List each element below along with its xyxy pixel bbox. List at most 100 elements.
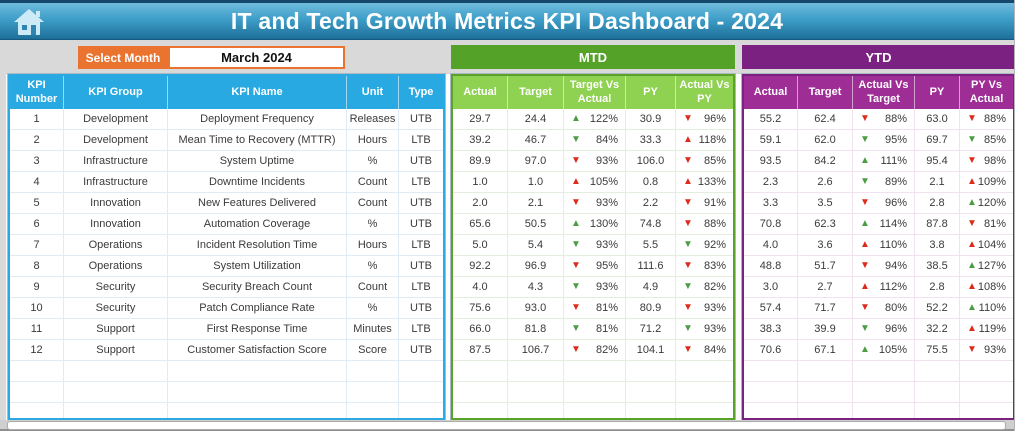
percentage-value: 110% xyxy=(978,302,1006,314)
up-arrow-icon: ▲ xyxy=(860,344,870,355)
down-arrow-icon: ▼ xyxy=(683,155,693,166)
kpi-name-cell: Automation Coverage xyxy=(168,214,347,235)
ytd-py-vs-actual-cell: ▼ 93% xyxy=(960,340,1013,361)
empty-cell xyxy=(508,403,564,418)
horizontal-scrollbar[interactable] xyxy=(0,420,1014,431)
mtd-table: Actual Target Target Vs Actual PY Actual… xyxy=(451,74,735,420)
kpi-table-header: KPI Number KPI Group KPI Name Unit Type xyxy=(10,76,443,109)
table-row: 2.0 2.1 ▼ 93% 2.2 ▼ 91% xyxy=(453,193,733,214)
mtd-target-vs-actual-cell: ▼ 84% xyxy=(564,130,626,151)
mtd-target-cell: 24.4 xyxy=(508,109,564,130)
down-arrow-icon: ▼ xyxy=(571,197,581,208)
ytd-actual-cell: 4.0 xyxy=(744,235,798,256)
kpi-number-cell: 7 xyxy=(10,235,64,256)
mtd-target-vs-actual-cell: ▼ 93% xyxy=(564,235,626,256)
vertical-scrollbar[interactable] xyxy=(1014,0,1024,431)
up-arrow-icon: ▲ xyxy=(683,176,693,187)
ytd-py-vs-actual-header: PY Vs Actual xyxy=(969,79,1004,105)
mtd-actual-cell: 65.6 xyxy=(453,214,508,235)
table-row: 3 Infrastructure System Uptime% UTB xyxy=(10,151,443,172)
table-row: 39.2 46.7 ▼ 84% 33.3 ▲ 118% xyxy=(453,130,733,151)
empty-cell xyxy=(853,382,915,403)
ytd-py-cell: 75.5 xyxy=(915,340,960,361)
kpi-group-cell: Security xyxy=(64,277,168,298)
down-arrow-icon: ▼ xyxy=(860,113,870,124)
ytd-actual-cell: 70.8 xyxy=(744,214,798,235)
table-row xyxy=(453,382,733,403)
percentage-value: 118% xyxy=(698,134,726,146)
percentage-value: 84% xyxy=(703,344,726,356)
ytd-py-vs-actual-cell: ▲ 110% xyxy=(960,298,1013,319)
empty-cell xyxy=(853,361,915,382)
kpi-number-cell: 6 xyxy=(10,214,64,235)
mtd-target-cell: 5.4 xyxy=(508,235,564,256)
percentage-value: 105% xyxy=(878,344,907,356)
empty-cell xyxy=(744,403,798,418)
kpi-table-body: 1 Development Deployment Frequency Releases… xyxy=(10,109,443,418)
ytd-py-cell: 87.8 xyxy=(915,214,960,235)
table-row: 1.0 1.0 ▲ 105% 0.8 ▲ 133% xyxy=(453,172,733,193)
mtd-target-cell: 4.3 xyxy=(508,277,564,298)
percentage-value: 81% xyxy=(595,323,618,335)
ytd-actual-vs-target-cell: ▲ 105% xyxy=(853,340,915,361)
kpi-number-cell: 12 xyxy=(10,340,64,361)
down-arrow-icon: ▼ xyxy=(683,323,693,334)
month-dropdown[interactable]: March 2024 xyxy=(168,46,345,69)
ytd-py-cell: 32.2 xyxy=(915,319,960,340)
ytd-target-cell: 71.7 xyxy=(798,298,853,319)
table-row xyxy=(10,382,443,403)
mtd-actual-vs-py-cell: ▼ 92% xyxy=(676,235,733,256)
empty-cell xyxy=(168,403,347,418)
ytd-actual-vs-target-cell: ▲ 112% xyxy=(853,277,915,298)
percentage-value: 81% xyxy=(983,218,1006,230)
up-arrow-icon: ▲ xyxy=(967,323,977,334)
percentage-value: 91% xyxy=(703,197,726,209)
table-row: 3.3 3.5 ▼ 96% 2.8 ▲ 120% xyxy=(744,193,1013,214)
ytd-py-vs-actual-cell: ▼ 98% xyxy=(960,151,1013,172)
mtd-target-cell: 96.9 xyxy=(508,256,564,277)
mtd-actual-vs-py-cell: ▼ 83% xyxy=(676,256,733,277)
empty-cell xyxy=(626,382,676,403)
empty-cell xyxy=(10,403,64,418)
table-row: 6 Innovation Automation Coverage% UTB xyxy=(10,214,443,235)
table-row: 75.6 93.0 ▼ 81% 80.9 ▼ 93% xyxy=(453,298,733,319)
empty-cell xyxy=(399,361,443,382)
percentage-value: 96% xyxy=(884,197,907,209)
mtd-actual-cell: 5.0 xyxy=(453,235,508,256)
empty-cell xyxy=(399,403,443,418)
percentage-value: 88% xyxy=(703,218,726,230)
page-title: IT and Tech Growth Metrics KPI Dashboard… xyxy=(230,8,784,34)
kpi-group-header: KPI Group xyxy=(64,76,168,109)
unit-cell: % xyxy=(347,256,399,277)
home-icon xyxy=(14,9,44,35)
ytd-py-vs-actual-cell: ▲ 109% xyxy=(960,172,1013,193)
table-row: 59.1 62.0 ▼ 95% 69.7 ▼ 85% xyxy=(744,130,1013,151)
table-row xyxy=(744,361,1013,382)
percentage-value: 119% xyxy=(978,323,1006,335)
mtd-py-cell: 5.5 xyxy=(626,235,676,256)
down-arrow-icon: ▼ xyxy=(683,281,693,292)
kpi-group-cell: Infrastructure xyxy=(64,151,168,172)
ytd-target-cell: 2.6 xyxy=(798,172,853,193)
mtd-py-cell: 71.2 xyxy=(626,319,676,340)
mtd-actual-vs-py-cell: ▼ 91% xyxy=(676,193,733,214)
mtd-py-cell: 106.0 xyxy=(626,151,676,172)
percentage-value: 111% xyxy=(880,155,907,167)
ytd-py-vs-actual-cell: ▲ 120% xyxy=(960,193,1013,214)
kpi-name-cell: Customer Satisfaction Score xyxy=(168,340,347,361)
table-row: 8 Operations System Utilization% UTB xyxy=(10,256,443,277)
home-button[interactable] xyxy=(12,8,48,38)
percentage-value: 109% xyxy=(977,176,1006,188)
up-arrow-icon: ▲ xyxy=(860,239,870,250)
percentage-value: 93% xyxy=(983,344,1006,356)
unit-cell: Hours xyxy=(347,130,399,151)
horizontal-scrollbar-thumb[interactable] xyxy=(7,421,1006,430)
kpi-name-cell: Security Breach Count xyxy=(168,277,347,298)
table-row: 4.0 3.6 ▲ 110% 3.8 ▲ 104% xyxy=(744,235,1013,256)
unit-cell: % xyxy=(347,298,399,319)
up-arrow-icon: ▲ xyxy=(860,281,870,292)
ytd-py-vs-actual-cell: ▼ 85% xyxy=(960,130,1013,151)
down-arrow-icon: ▼ xyxy=(683,302,693,313)
mtd-actual-cell: 75.6 xyxy=(453,298,508,319)
percentage-value: 93% xyxy=(703,323,726,335)
